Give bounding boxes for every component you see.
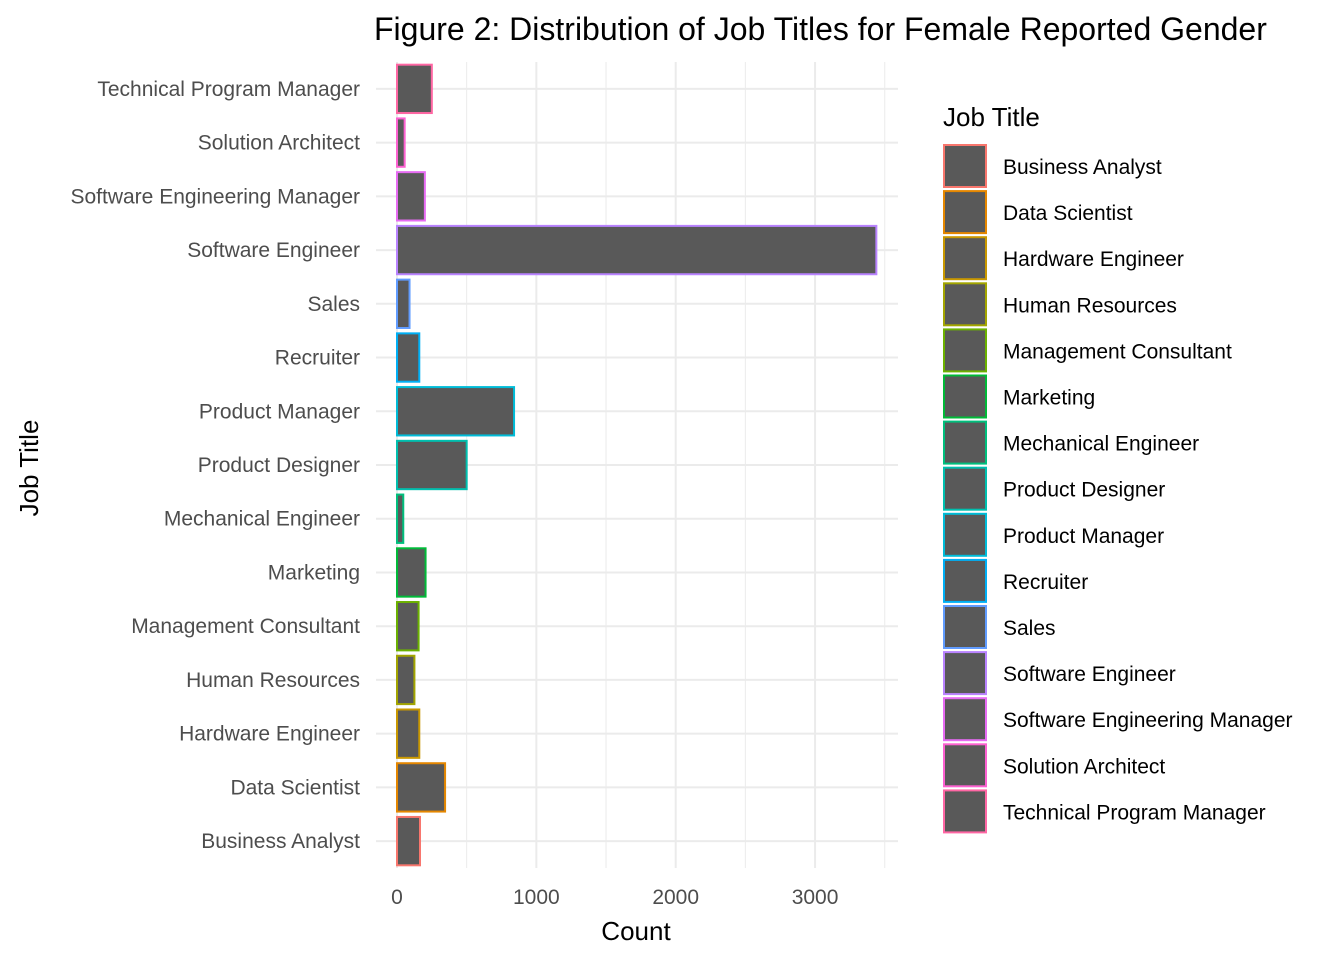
bars <box>396 63 878 867</box>
x-axis-ticks: 0 1000 2000 3000 <box>391 886 838 909</box>
y-tick-label: Business Analyst <box>201 830 360 853</box>
x-tick-label: 1000 <box>513 886 560 909</box>
legend-key-software-engineering-manager <box>943 697 987 742</box>
legend-label: Marketing <box>1003 387 1095 410</box>
legend-key-sales <box>943 605 987 649</box>
legend-label: Recruiter <box>1003 571 1088 594</box>
y-tick-label: Data Scientist <box>230 776 360 799</box>
bar-management-consultant <box>396 601 420 652</box>
legend-label: Product Designer <box>1003 479 1165 502</box>
legend-label: Solution Architect <box>1003 755 1165 778</box>
x-tick-label: 3000 <box>792 886 839 909</box>
grid <box>376 62 898 868</box>
legend-key-human-resources <box>943 282 987 327</box>
legend-label: Software Engineering Manager <box>1003 709 1293 732</box>
bar-technical-program-manager <box>396 63 433 115</box>
y-tick-label: Product Designer <box>198 454 360 477</box>
bar-product-manager <box>396 386 516 437</box>
legend-label: Software Engineer <box>1003 663 1176 686</box>
bar-product-designer <box>396 439 468 491</box>
legend-label: Hardware Engineer <box>1003 248 1184 271</box>
y-axis-title: Job Title <box>14 420 44 517</box>
chart-title: Figure 2: Distribution of Job Titles for… <box>374 11 1267 47</box>
bar-business-analyst <box>396 815 421 867</box>
y-tick-label: Sales <box>307 293 360 316</box>
legend-label: Data Scientist <box>1003 202 1133 225</box>
y-tick-label: Software Engineering Manager <box>70 185 360 208</box>
legend-key-solution-architect <box>943 743 987 788</box>
y-tick-label: Management Consultant <box>131 615 360 638</box>
y-tick-label: Human Resources <box>186 669 360 692</box>
y-tick-label: Mechanical Engineer <box>164 508 360 531</box>
bar-human-resources <box>396 654 416 706</box>
legend: Business Analyst Data Scientist Hardware E… <box>943 144 1293 834</box>
bar-solution-architect <box>396 117 406 168</box>
legend-key-data-scientist <box>943 190 987 235</box>
legend-key-product-designer <box>943 466 987 511</box>
legend-key-hardware-engineer <box>943 236 987 281</box>
bar-mechanical-engineer <box>396 493 405 544</box>
y-tick-label: Marketing <box>268 561 360 584</box>
legend-key-software-engineer <box>943 651 987 696</box>
bar-marketing <box>396 547 427 598</box>
bar-software-engineering-manager <box>396 171 426 222</box>
x-tick-label: 0 <box>391 886 403 909</box>
legend-key-management-consultant <box>943 328 987 373</box>
legend-key-mechanical-engineer <box>943 420 987 465</box>
y-tick-label: Technical Program Manager <box>97 78 360 101</box>
x-axis-title: Count <box>601 916 671 946</box>
legend-key-marketing <box>943 374 987 419</box>
legend-key-product-manager <box>943 512 987 557</box>
bar-hardware-engineer <box>396 708 421 759</box>
y-tick-label: Software Engineer <box>187 239 360 262</box>
bar-sales <box>396 278 411 329</box>
legend-label: Human Resources <box>1003 294 1177 317</box>
bar-software-engineer <box>396 224 878 276</box>
y-axis-ticks: Business Analyst Data Scientist Hardware E… <box>70 78 360 853</box>
y-tick-label: Product Manager <box>199 400 360 423</box>
y-tick-label: Hardware Engineer <box>179 723 360 746</box>
legend-label: Mechanical Engineer <box>1003 433 1199 456</box>
legend-key-business-analyst <box>943 144 987 188</box>
legend-label: Product Manager <box>1003 525 1164 548</box>
legend-label: Business Analyst <box>1003 156 1162 179</box>
y-tick-label: Solution Architect <box>198 132 360 155</box>
legend-label: Sales <box>1003 617 1056 640</box>
y-tick-label: Recruiter <box>275 347 360 370</box>
x-tick-label: 2000 <box>652 886 699 909</box>
bar-data-scientist <box>396 762 447 813</box>
legend-label: Management Consultant <box>1003 340 1232 363</box>
bar-recruiter <box>396 332 421 383</box>
legend-key-recruiter <box>943 558 987 603</box>
legend-key-technical-program-manager <box>943 789 987 834</box>
legend-label: Technical Program Manager <box>1003 801 1266 824</box>
legend-title: Job Title <box>943 102 1040 132</box>
